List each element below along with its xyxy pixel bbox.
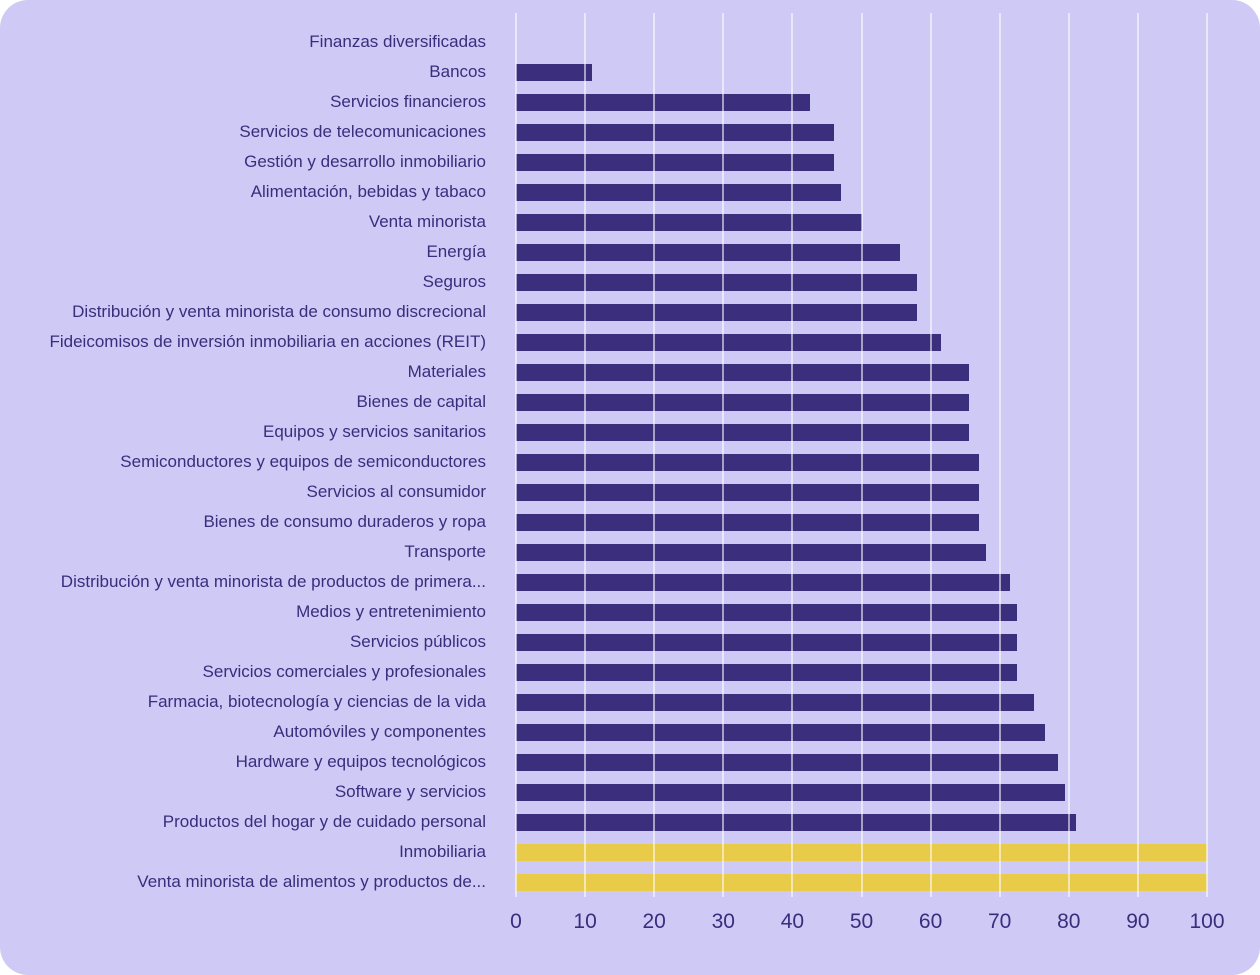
bar[interactable] [516,363,969,381]
x-axis: 0 10 20 30 40 50 60 70 80 90 100 [510,905,1224,950]
category-label: Automóviles y componentes [273,722,486,741]
gridline [722,13,725,897]
bar[interactable] [516,153,834,171]
bar[interactable] [516,513,979,531]
category-label: Materiales [407,362,486,381]
x-tick-label: 100 [1189,910,1225,933]
x-tick-label: 10 [573,910,597,933]
category-label: Distribución y venta minorista de consum… [72,302,486,321]
category-label: Hardware y equipos tecnológicos [235,752,486,771]
bar[interactable] [516,693,1035,711]
gridline [653,13,656,897]
bar[interactable] [516,483,979,501]
category-label: Equipos y servicios sanitarios [263,422,486,441]
bar[interactable] [516,633,1017,651]
category-label: Servicios al consumidor [306,482,486,501]
category-label: Servicios comerciales y profesionales [202,662,486,681]
x-tick-label: 70 [988,910,1012,933]
x-tick-label: 50 [849,910,874,933]
bar[interactable] [516,333,941,351]
category-label: Servicios de telecomunicaciones [239,122,486,141]
bar[interactable] [516,813,1076,831]
bar[interactable] [516,543,986,561]
bar[interactable] [516,423,969,441]
gridline [584,13,587,897]
category-label: Productos del hogar y de cuidado persona… [162,812,486,831]
x-tick-label: 30 [711,910,735,933]
bar[interactable] [516,213,862,231]
category-label: Bienes de consumo duraderos y ropa [203,512,486,531]
category-labels: Finanzas diversificadas Bancos Servicios f… [0,27,486,897]
bar[interactable] [516,183,841,201]
category-label: Bancos [429,62,486,81]
x-tick-label: 40 [780,910,805,933]
bar[interactable] [516,303,917,321]
bar[interactable] [516,603,1017,621]
category-label: Venta minorista [368,212,486,231]
category-label: Software y servicios [334,782,486,801]
gridline [998,13,1001,897]
plot-area [515,13,1208,897]
x-tick-label: 60 [918,910,943,933]
bar[interactable] [516,273,917,291]
bar[interactable] [516,93,810,111]
category-label: Gestión y desarrollo inmobiliario [244,152,486,171]
category-label: Fideicomisos de inversión inmobiliaria e… [49,332,486,351]
category-label: Alimentación, bebidas y tabaco [250,182,486,201]
category-label: Inmobiliaria [399,842,486,861]
category-label: Distribución y venta minorista de produc… [60,572,486,591]
gridline [1067,13,1070,897]
gridline [1136,13,1139,897]
x-tick-label: 90 [1126,910,1150,933]
bar[interactable] [516,453,979,471]
bar[interactable] [516,243,900,261]
x-tick-label: 20 [642,910,666,933]
gridline [515,13,517,897]
category-label: Farmacia, biotecnología y ciencias de la… [147,692,486,711]
category-label: Transporte [404,542,486,561]
category-label: Energía [426,242,486,261]
x-tick-label: 0 [510,910,522,933]
category-label: Medios y entretenimiento [296,602,486,621]
x-tick-label: 80 [1057,910,1081,933]
category-label: Servicios públicos [349,632,486,651]
bar[interactable] [516,753,1059,771]
category-label: Semiconductores y equipos de semiconduct… [120,452,486,471]
bar[interactable] [516,393,969,411]
category-label: Bienes de capital [356,392,486,411]
bar[interactable] [516,63,592,81]
category-label: Venta minorista de alimentos y productos… [137,872,486,891]
gridline [1206,13,1208,897]
gridline [929,13,932,897]
bar[interactable] [516,663,1017,681]
bar[interactable] [516,723,1045,741]
gridline [860,13,863,897]
category-label: Seguros [422,272,486,291]
category-label: Finanzas diversificadas [309,32,486,51]
bar[interactable] [516,123,834,141]
bar[interactable] [516,573,1011,591]
category-label: Servicios financieros [330,92,486,111]
gridline [791,13,794,897]
